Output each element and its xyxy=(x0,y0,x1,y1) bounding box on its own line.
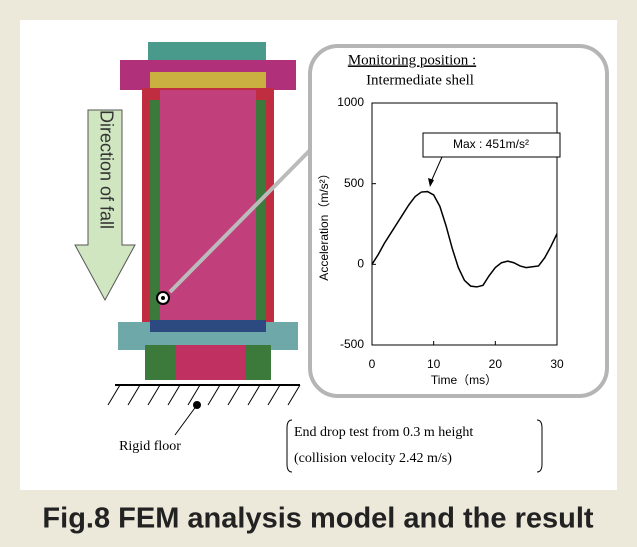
y-tick-label: 0 xyxy=(357,257,364,271)
x-tick-label: 30 xyxy=(550,357,564,371)
page: {"figure": {"caption": "Fig.8 FEM analys… xyxy=(0,0,637,547)
figure: Fig.8 FEM analysis model and the result … xyxy=(0,0,637,547)
x-tick-label: 20 xyxy=(489,357,503,371)
note-line: End drop test from 0.3 m height xyxy=(294,425,473,440)
x-tick-label: 10 xyxy=(427,357,441,371)
fem-model xyxy=(118,42,298,380)
annotation: Max : 451m/s² xyxy=(453,137,529,151)
chart-title: Monitoring position : xyxy=(348,52,476,68)
x-tick-label: 0 xyxy=(369,357,376,371)
direction-label: Direction of fall xyxy=(96,110,116,229)
y-tick-label: 1000 xyxy=(337,95,364,109)
x-axis-label: Time（ms） xyxy=(431,373,497,387)
caption: Fig.8 FEM analysis model and the result xyxy=(42,503,593,535)
y-tick-label: 500 xyxy=(344,176,364,190)
y-axis-label: Acceleration（m/s²） xyxy=(317,167,331,280)
y-tick-label: -500 xyxy=(340,337,364,351)
floor-label: Rigid floor xyxy=(119,439,181,454)
note-line: (collision velocity 2.42 m/s) xyxy=(294,451,452,466)
chart-subtitle: Intermediate shell xyxy=(366,72,474,88)
